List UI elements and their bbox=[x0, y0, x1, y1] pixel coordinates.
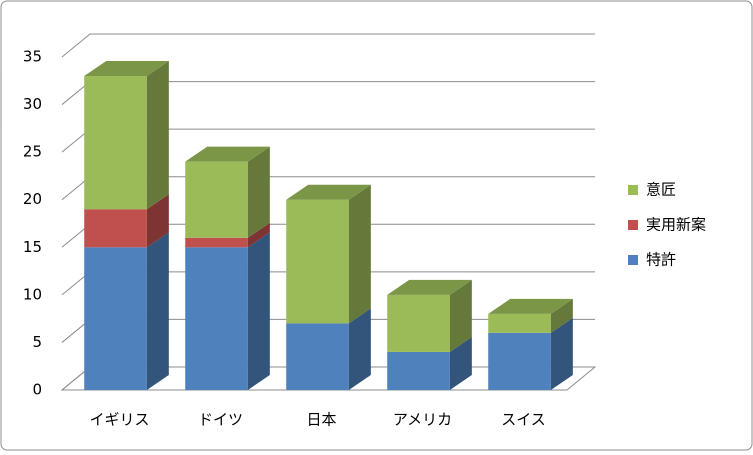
bar-segment bbox=[286, 199, 349, 324]
bar-segment bbox=[286, 323, 349, 390]
y-tick-label: 5 bbox=[32, 333, 42, 351]
bar-segment-side bbox=[146, 194, 169, 248]
legend-label: 特許 bbox=[646, 251, 676, 269]
bar-segment bbox=[387, 351, 450, 390]
bar-top bbox=[286, 184, 371, 200]
grid-line bbox=[61, 33, 595, 58]
bar-segment-side bbox=[449, 279, 472, 352]
bar-segment-side bbox=[146, 61, 169, 210]
x-tick-label: スイス bbox=[501, 411, 546, 429]
bar-top bbox=[488, 298, 573, 314]
x-tick-label: ドイツ bbox=[198, 411, 243, 429]
bar-segment bbox=[488, 313, 551, 333]
bar-segment-side bbox=[348, 184, 371, 324]
x-tick-label: アメリカ bbox=[393, 411, 452, 429]
bar-segment-side bbox=[247, 232, 270, 390]
bar-segment bbox=[185, 161, 248, 238]
y-tick-label: 35 bbox=[23, 48, 42, 66]
legend-swatch bbox=[628, 220, 638, 230]
bar-segment bbox=[387, 294, 450, 352]
bar-segment-side bbox=[449, 336, 472, 390]
y-tick-label: 10 bbox=[23, 285, 42, 303]
bar-segment-side bbox=[146, 232, 169, 390]
legend-label: 実用新案 bbox=[646, 216, 706, 234]
bar-segment-side bbox=[348, 308, 371, 390]
bar-segment-side bbox=[247, 146, 270, 238]
bar-top bbox=[387, 279, 472, 295]
y-tick-label: 15 bbox=[23, 238, 42, 256]
y-tick-label: 0 bbox=[32, 381, 42, 399]
legend-swatch bbox=[628, 185, 638, 195]
x-tick-label: イギリス bbox=[90, 411, 150, 429]
bar-segment bbox=[185, 237, 248, 248]
bar-segment bbox=[185, 247, 248, 390]
bar-segment bbox=[84, 76, 147, 210]
legend-label: 意匠 bbox=[646, 181, 676, 199]
bar-segment-side bbox=[550, 298, 573, 333]
y-tick-label: 25 bbox=[23, 143, 42, 161]
x-tick-label: 日本 bbox=[307, 411, 337, 429]
bar-segment-side bbox=[550, 317, 573, 390]
bar-segment bbox=[84, 209, 147, 248]
bar-top bbox=[84, 61, 169, 77]
legend-swatch bbox=[628, 255, 638, 265]
y-tick-label: 30 bbox=[23, 95, 42, 113]
bar-segment bbox=[84, 247, 147, 390]
bar-top bbox=[185, 146, 270, 162]
bar-segment-side bbox=[247, 222, 270, 248]
bar-segment bbox=[488, 332, 551, 390]
y-tick-label: 20 bbox=[23, 190, 42, 208]
